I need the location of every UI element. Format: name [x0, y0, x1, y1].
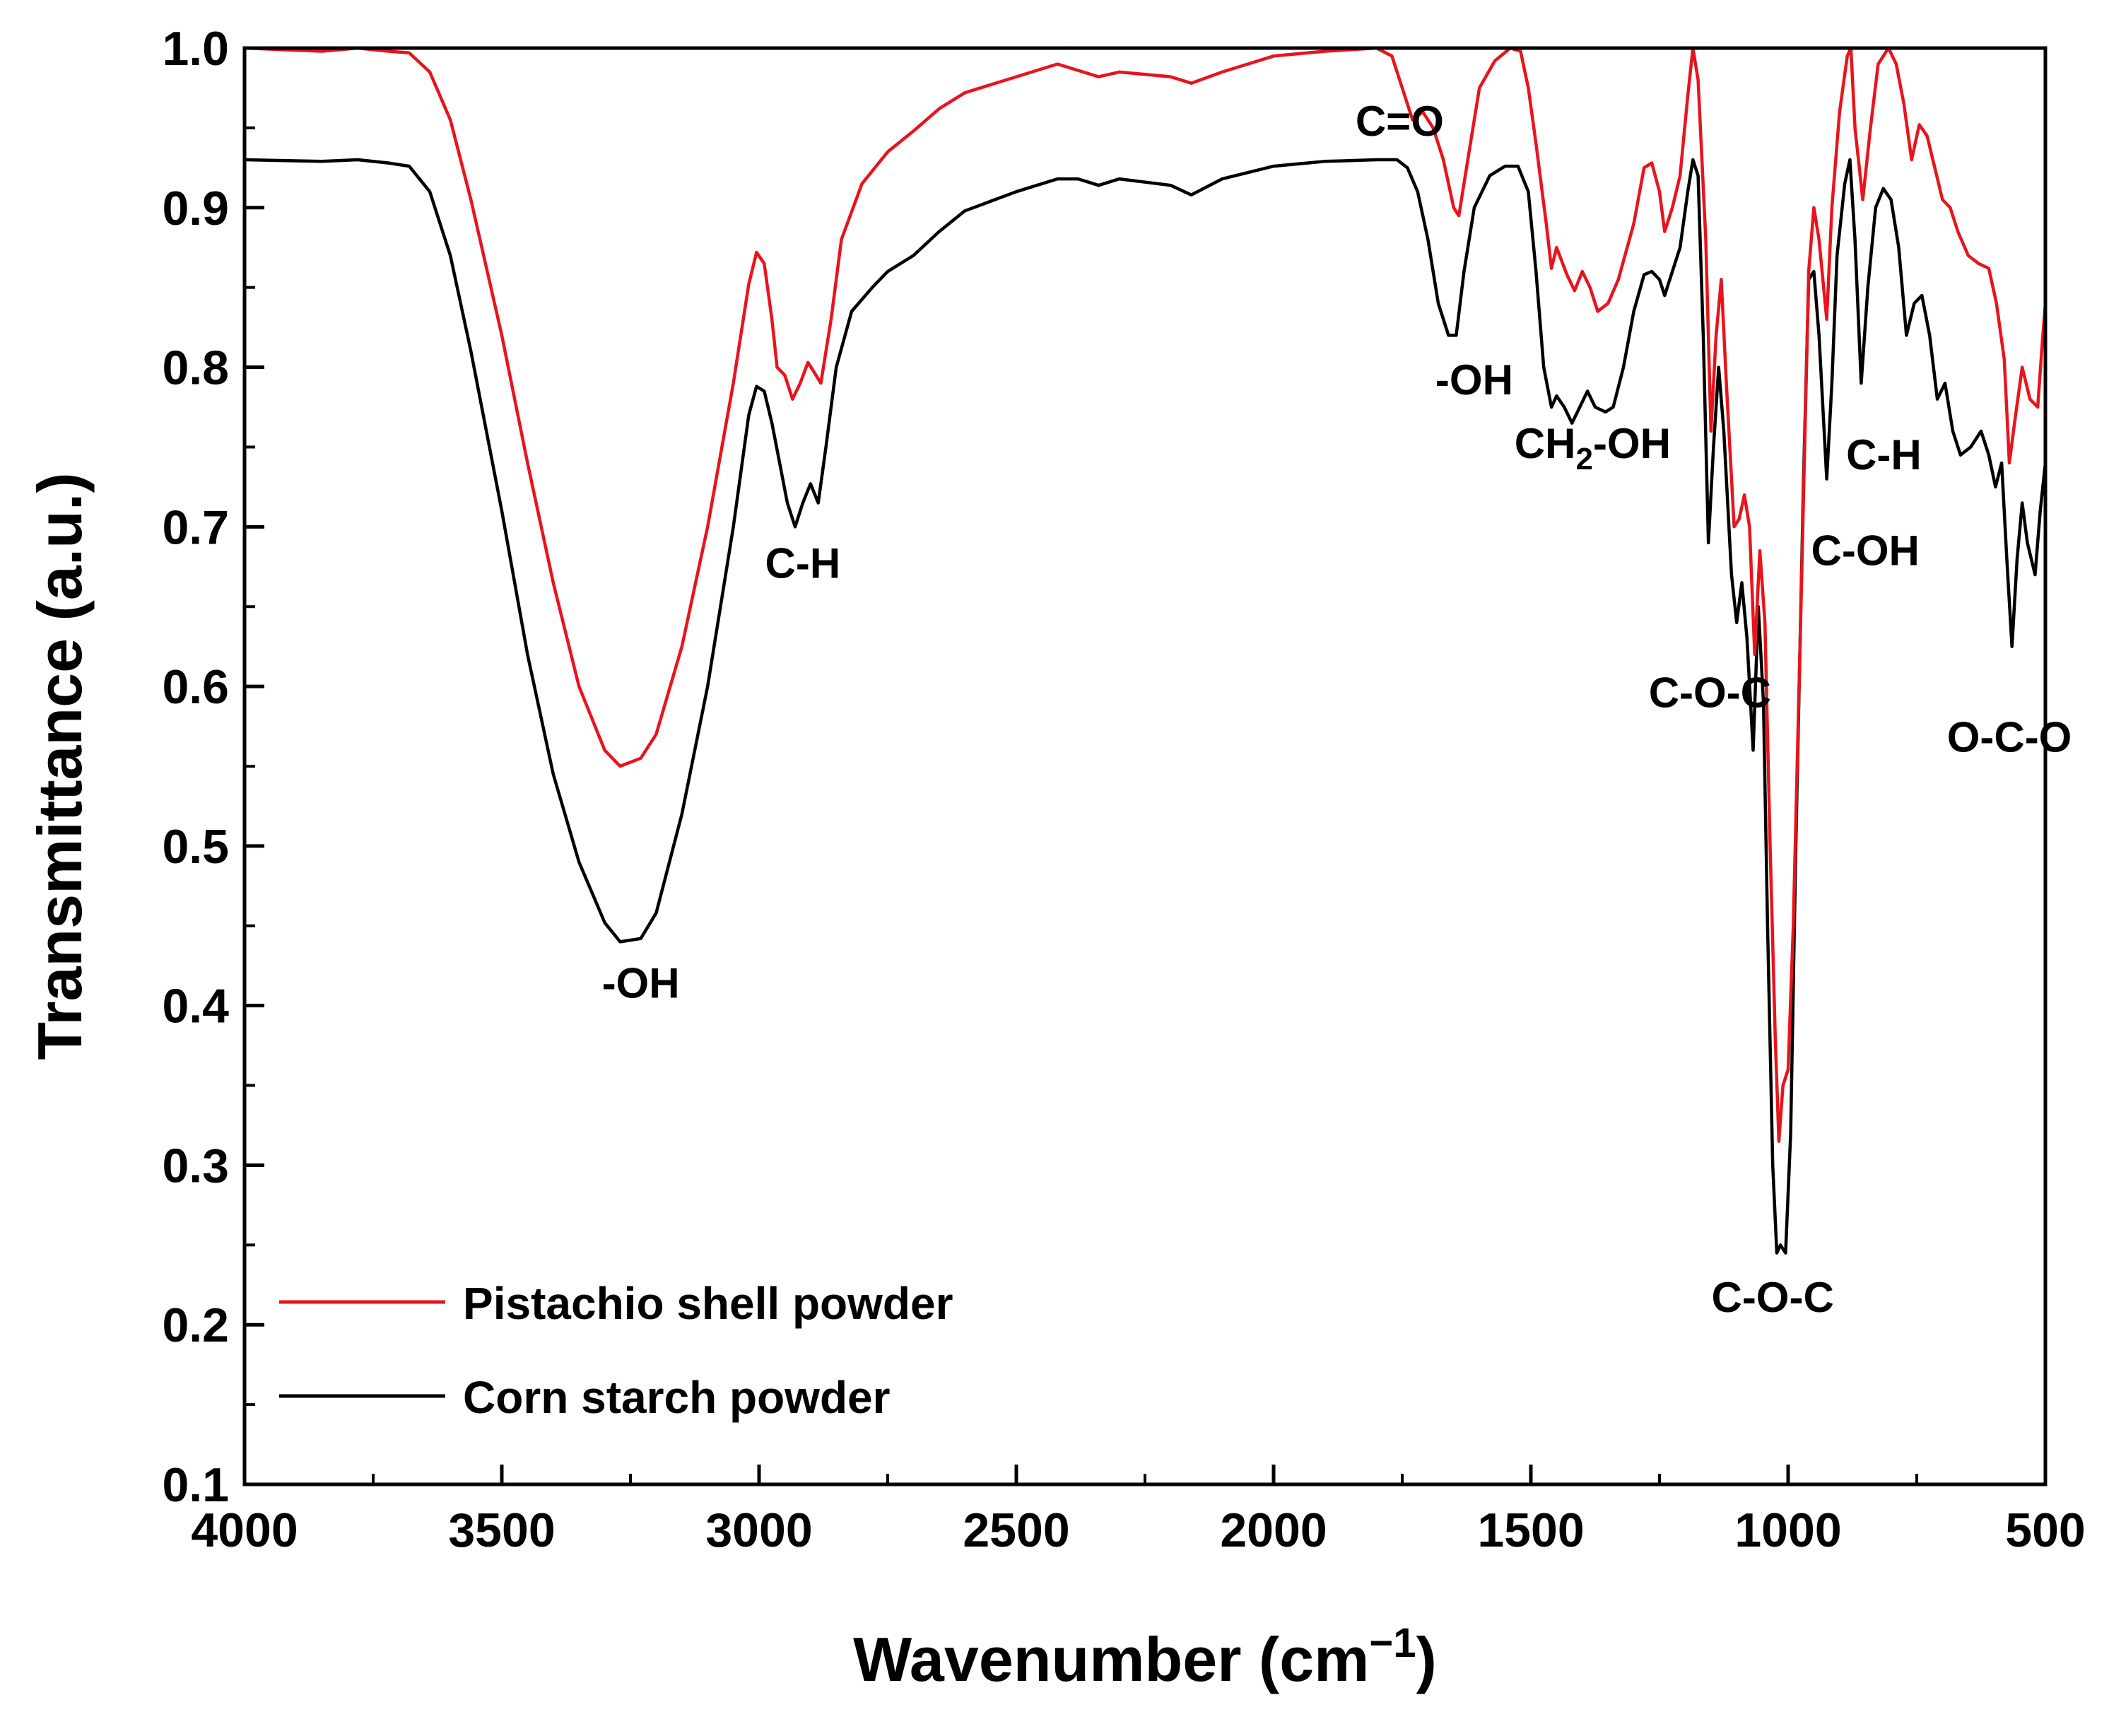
y-tick-label: 1.0 — [162, 22, 229, 76]
x-axis-title-main: Wavenumber (cm — [853, 1624, 1369, 1694]
x-tick-label: 3000 — [705, 1503, 812, 1557]
legend-label-corn: Corn starch powder — [463, 1372, 891, 1423]
x-tick-label: 3500 — [448, 1503, 555, 1557]
peak-annotation: CH2-OH — [1515, 420, 1671, 476]
series-layer — [242, 46, 2048, 1255]
y-tick-label: 0.7 — [162, 500, 229, 554]
y-tick-label: 0.8 — [162, 341, 229, 395]
x-axis-title: Wavenumber (cm−1) — [853, 1620, 1437, 1694]
peak-annotation: -OH — [602, 959, 680, 1007]
peak-annotation-text: -OH — [1435, 356, 1513, 404]
y-tick-label: 0.4 — [162, 980, 229, 1033]
peak-annotation: C-O-C — [1712, 1274, 1834, 1321]
peak-annotation-subscript: 2 — [1575, 442, 1592, 476]
legend-label-pistachio: Pistachio shell powder — [463, 1278, 953, 1329]
peak-annotation: C-OH — [1811, 527, 1920, 575]
peak-annotation-text: CH — [1515, 420, 1576, 467]
peak-annotation-text: -OH — [602, 959, 680, 1007]
x-tick-label: 500 — [2005, 1503, 2085, 1557]
y-tick-label: 0.5 — [162, 820, 229, 874]
x-tick-label: 4000 — [191, 1503, 298, 1557]
peak-annotation: C=O — [1356, 98, 1444, 145]
peak-annotation: -OH — [1435, 356, 1513, 404]
peak-annotation: C-O-C — [1649, 669, 1771, 716]
series-line-pistachio-shell — [242, 46, 2048, 1143]
x-axis-title-superscript: −1 — [1369, 1620, 1416, 1666]
x-tick-label: 1500 — [1477, 1503, 1584, 1557]
legend: Pistachio shell powder Corn starch powde… — [279, 1278, 953, 1423]
y-axis-title: Transmittance (a.u.) — [25, 472, 95, 1060]
peak-annotation: C-H — [765, 540, 841, 587]
peak-annotation-text: C-H — [1846, 431, 1922, 479]
x-tick-label: 2000 — [1220, 1503, 1327, 1557]
series-line-corn-starch — [242, 158, 2048, 1255]
peak-annotation: C-H — [1846, 431, 1922, 479]
y-tick-label: 0.9 — [162, 182, 229, 235]
x-axis-title-close: ) — [1416, 1624, 1437, 1694]
x-tick-label: 2500 — [963, 1503, 1069, 1557]
peak-annotation-text: C-H — [765, 540, 841, 587]
peak-annotation-text: C-O-C — [1712, 1274, 1834, 1321]
peak-annotation-text: O-C-O — [1947, 714, 2072, 761]
peak-annotation: O-C-O — [1947, 714, 2072, 761]
y-tick-label: 0.2 — [162, 1298, 229, 1352]
y-tick-label: 0.1 — [162, 1458, 229, 1512]
y-tick-label: 0.6 — [162, 660, 229, 714]
peak-annotation-text: C=O — [1356, 98, 1444, 145]
peak-annotation-suffix: -OH — [1593, 420, 1671, 467]
peak-annotation-text: C-O-C — [1649, 669, 1771, 716]
peak-annotation-text: C-OH — [1811, 527, 1920, 575]
y-tick-label: 0.3 — [162, 1139, 229, 1192]
ticks-layer: 4000 3500 3000 2500 2000 1500 1000 500 0.1 0.2 0.3… — [162, 22, 2085, 1557]
x-tick-label: 1000 — [1734, 1503, 1841, 1557]
